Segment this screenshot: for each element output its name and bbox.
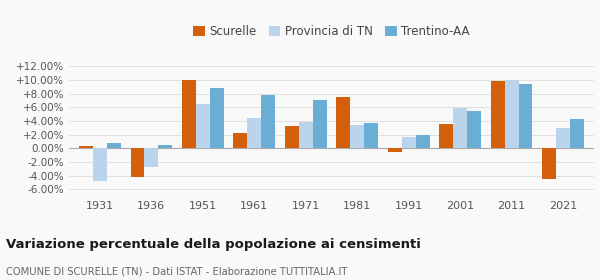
Text: COMUNE DI SCURELLE (TN) - Dati ISTAT - Elaborazione TUTTITALIA.IT: COMUNE DI SCURELLE (TN) - Dati ISTAT - E… <box>6 267 347 277</box>
Bar <box>542 148 556 179</box>
Bar <box>337 97 350 148</box>
Bar <box>196 104 210 148</box>
Bar <box>518 84 532 148</box>
Bar <box>233 133 247 148</box>
Bar <box>79 146 93 148</box>
Bar <box>313 101 326 148</box>
Bar <box>247 118 261 148</box>
Bar <box>299 122 313 148</box>
Bar <box>145 148 158 167</box>
Bar <box>402 137 416 148</box>
Bar <box>453 108 467 148</box>
Bar <box>505 80 518 148</box>
Bar <box>416 135 430 148</box>
Bar <box>439 124 453 148</box>
Bar <box>364 123 378 148</box>
Bar <box>570 119 584 148</box>
Bar <box>285 126 299 148</box>
Bar <box>388 148 402 151</box>
Bar <box>210 88 224 148</box>
Bar <box>131 148 145 177</box>
Bar <box>491 81 505 148</box>
Bar <box>467 111 481 148</box>
Legend: Scurelle, Provincia di TN, Trentino-AA: Scurelle, Provincia di TN, Trentino-AA <box>191 23 472 40</box>
Bar <box>261 95 275 148</box>
Bar <box>93 148 107 181</box>
Bar <box>182 80 196 148</box>
Text: Variazione percentuale della popolazione ai censimenti: Variazione percentuale della popolazione… <box>6 238 421 251</box>
Bar <box>107 143 121 148</box>
Bar <box>556 128 570 148</box>
Bar <box>350 125 364 148</box>
Bar <box>158 146 172 148</box>
